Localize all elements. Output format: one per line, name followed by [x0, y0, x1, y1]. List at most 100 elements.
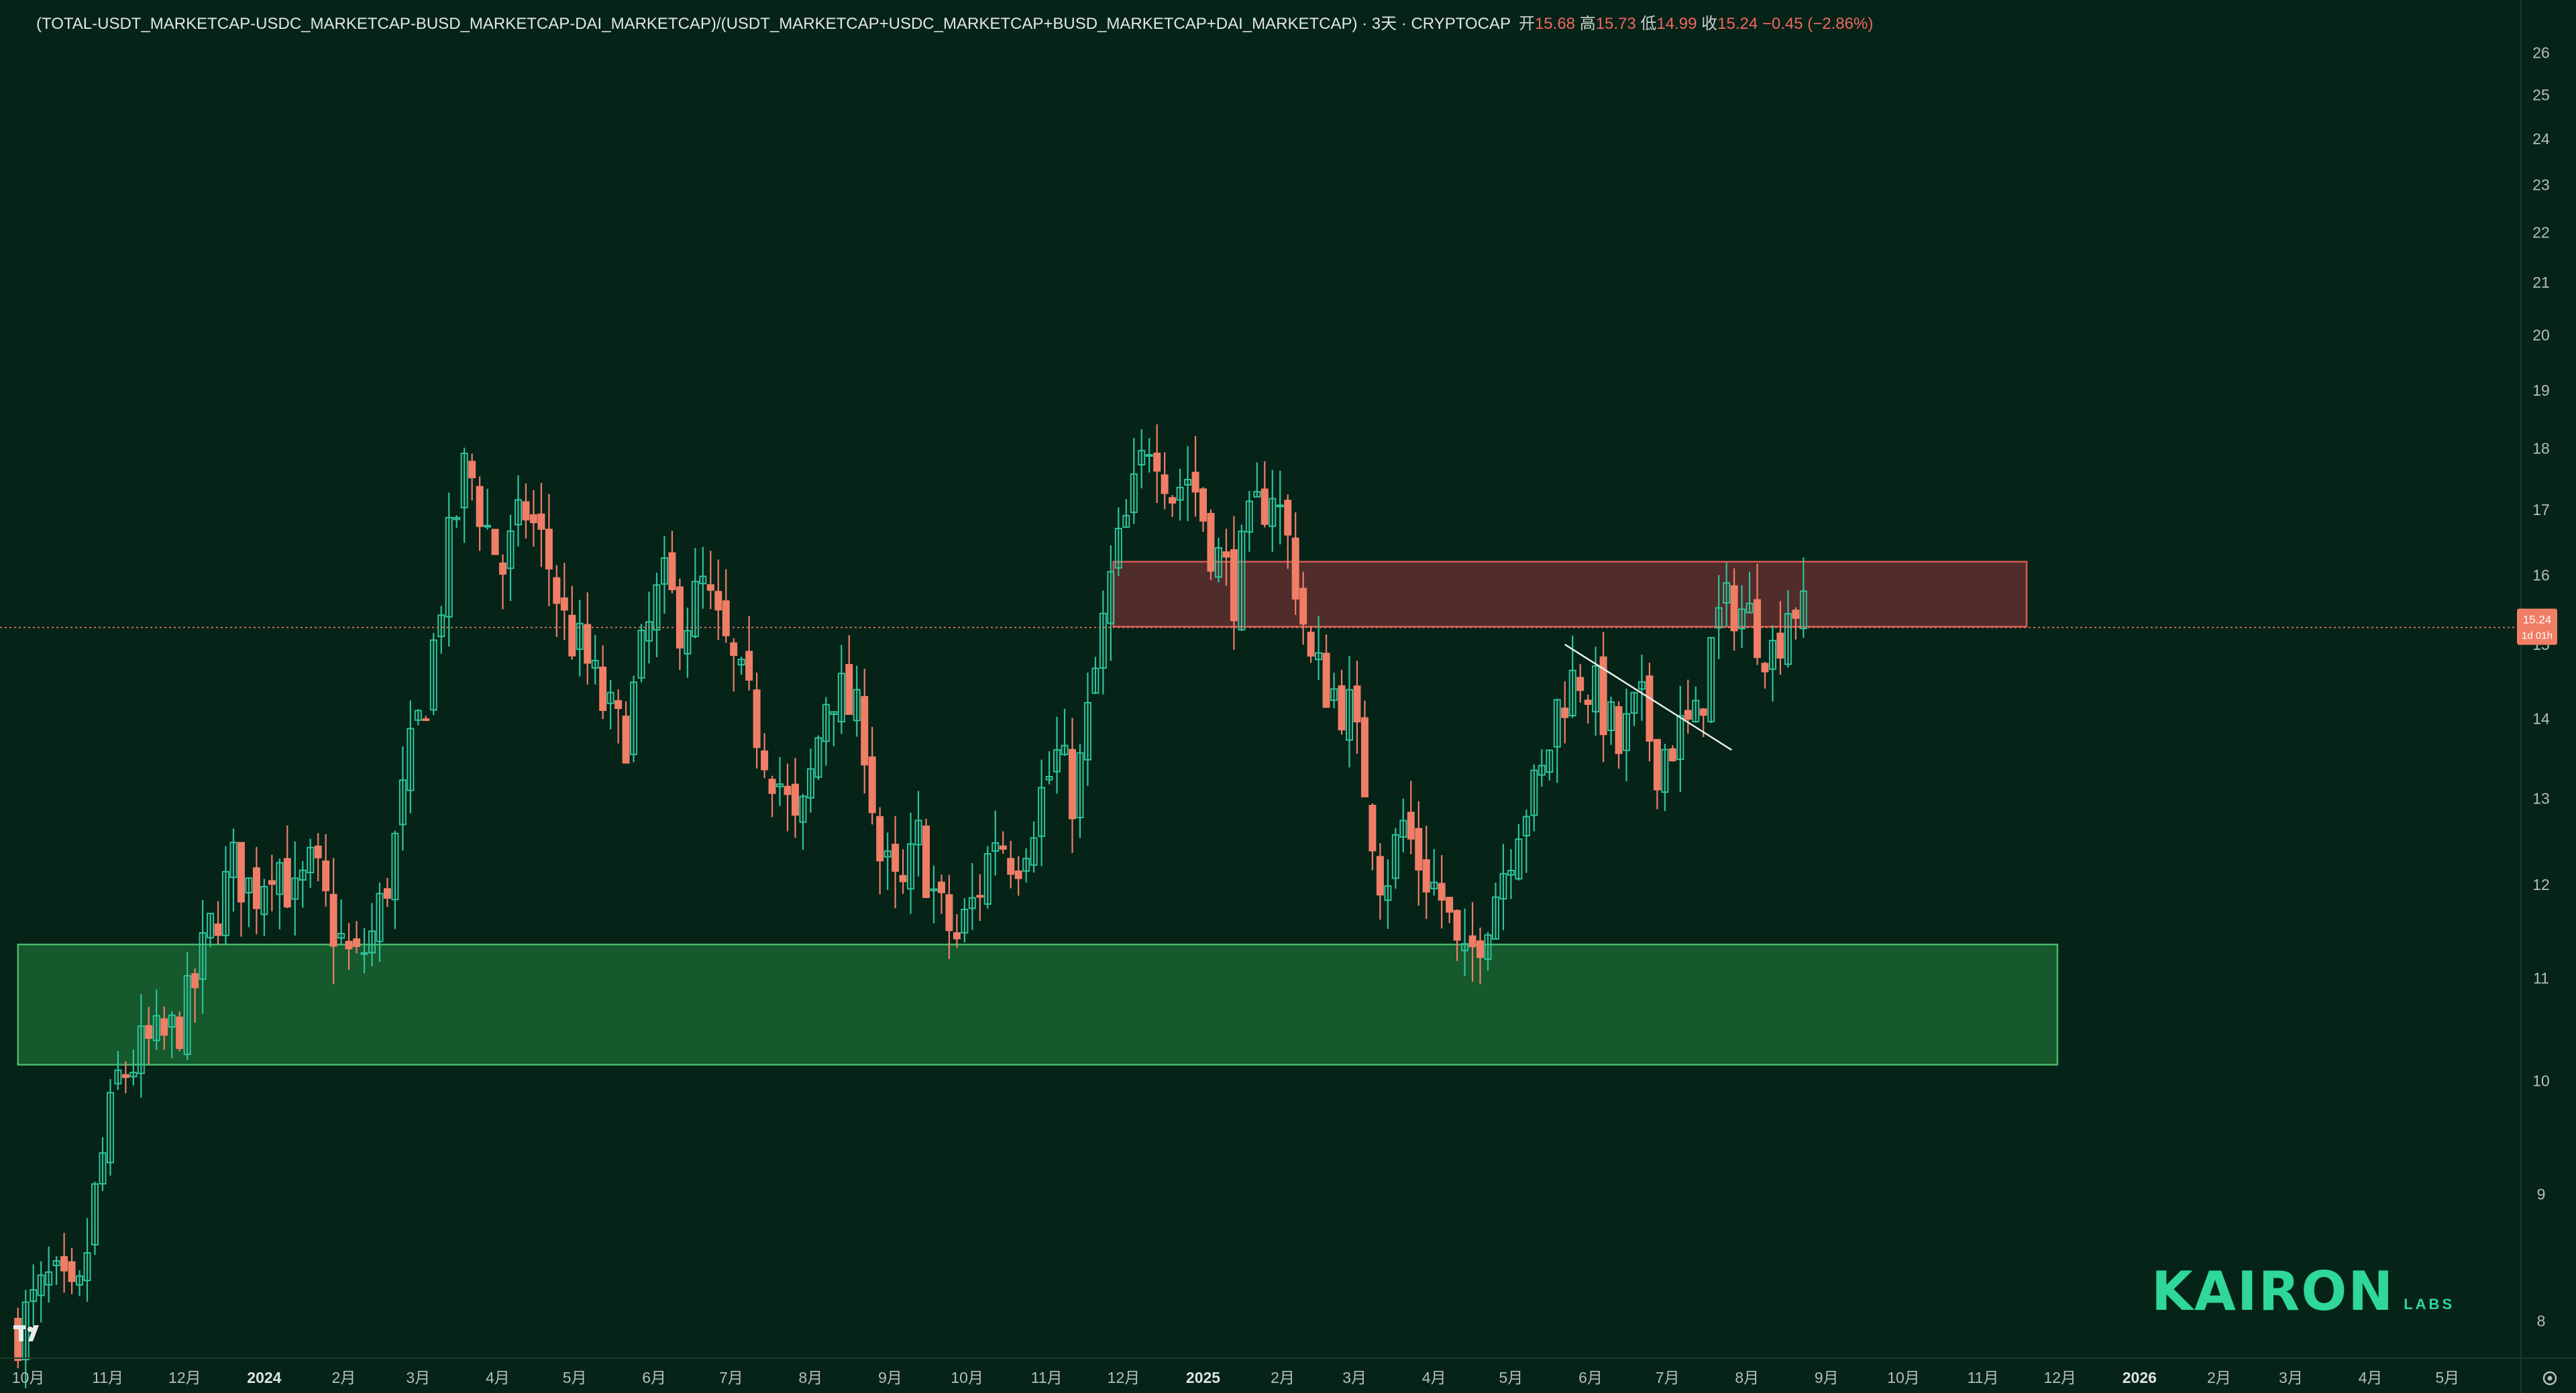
candle — [437, 606, 445, 654]
candle — [1330, 673, 1338, 709]
candle — [1130, 437, 1138, 524]
candle — [376, 882, 384, 962]
y-tick-label: 13 — [2532, 790, 2550, 807]
candle — [1315, 616, 1323, 680]
candle — [806, 748, 814, 813]
candle — [1169, 495, 1177, 517]
x-tick-label: 5月 — [563, 1369, 587, 1386]
candle — [706, 551, 714, 610]
candle — [1461, 908, 1469, 977]
candle — [822, 697, 830, 766]
candle — [599, 645, 607, 720]
candle — [30, 1264, 38, 1326]
open-label: 开 — [1518, 14, 1535, 33]
candle — [345, 923, 353, 970]
candle — [799, 793, 807, 850]
candle — [653, 572, 661, 657]
x-tick-label: 5月 — [2435, 1369, 2459, 1386]
symbol-title[interactable]: (TOTAL-USDT_MARKETCAP-USDC_MARKETCAP-BUS… — [36, 14, 1511, 33]
candle — [137, 994, 145, 1098]
candle — [68, 1247, 76, 1294]
candle — [1630, 691, 1638, 726]
candle — [1546, 749, 1554, 781]
y-tick-label: 23 — [2532, 176, 2550, 193]
y-tick-label: 8 — [2537, 1312, 2546, 1329]
support-zone[interactable] — [17, 944, 2059, 1066]
candle — [199, 900, 207, 1014]
trendline[interactable] — [1564, 643, 1732, 751]
candle — [1761, 662, 1769, 689]
candle — [991, 810, 1000, 876]
candle — [1291, 512, 1299, 615]
y-tick-label: 24 — [2532, 130, 2550, 148]
candle — [445, 492, 453, 647]
candle — [976, 874, 984, 922]
y-tick-label: 9 — [2537, 1185, 2546, 1203]
x-tick-label: 3月 — [1342, 1369, 1366, 1386]
last-price-value: 15.24 — [2523, 614, 2552, 626]
candle — [499, 554, 507, 610]
low-value: 14.99 — [1656, 14, 1697, 33]
candle — [145, 1007, 153, 1065]
candle — [730, 638, 738, 692]
price-axis[interactable]: 89101112131415161718192021222324252615.2… — [2517, 0, 2557, 1393]
candle — [699, 547, 707, 609]
candle — [814, 735, 822, 781]
candle — [1284, 494, 1292, 569]
candle — [1768, 625, 1776, 702]
candle — [1360, 700, 1368, 797]
tradingview-logo-icon[interactable] — [12, 1321, 52, 1344]
candle — [1515, 824, 1523, 881]
candle — [1222, 528, 1230, 586]
candle — [1430, 849, 1438, 896]
candle — [60, 1233, 68, 1293]
candle — [1592, 647, 1600, 736]
candle — [745, 616, 753, 691]
candle — [1638, 654, 1646, 721]
resistance-zone[interactable] — [1112, 561, 2028, 628]
candle — [907, 812, 915, 914]
candle — [468, 453, 476, 501]
y-tick-label: 14 — [2532, 710, 2550, 728]
candle — [1584, 694, 1592, 724]
candle — [45, 1246, 53, 1303]
candle — [1345, 656, 1353, 768]
candle — [476, 476, 484, 551]
y-tick-label: 16 — [2532, 566, 2550, 583]
candle — [853, 665, 861, 737]
candle — [837, 645, 845, 734]
candle — [668, 531, 676, 594]
candle — [1676, 685, 1684, 793]
candle — [1453, 909, 1461, 961]
candle — [368, 903, 376, 967]
gear-icon[interactable] — [2541, 1370, 2559, 1387]
x-tick-label: 6月 — [642, 1369, 666, 1386]
candle — [1299, 571, 1307, 645]
candle — [1245, 490, 1253, 552]
candle — [76, 1270, 84, 1296]
x-tick-label: 9月 — [1815, 1369, 1839, 1386]
candle — [845, 634, 853, 715]
x-tick-label: 2月 — [2207, 1369, 2231, 1386]
candle — [322, 834, 330, 907]
x-tick-label: 7月 — [719, 1369, 743, 1386]
logo-brand: KAIRON — [2151, 1260, 2395, 1323]
x-tick-label: 3月 — [2279, 1369, 2303, 1386]
candle — [1799, 557, 1807, 638]
x-tick-label: 10月 — [12, 1369, 45, 1386]
candle — [945, 875, 953, 959]
candle — [761, 733, 769, 779]
candle — [453, 515, 461, 528]
time-axis[interactable]: 10月 11月 12月 2024 2月 3月 4月 5月 6月 7月 8月 9月 10月 11月 12月 20… — [0, 1357, 2576, 1386]
candle — [1576, 663, 1585, 703]
candle — [622, 701, 630, 764]
candle — [383, 878, 391, 907]
candle — [329, 858, 337, 985]
candle — [1230, 516, 1238, 650]
candle — [1599, 632, 1607, 763]
candle — [1114, 507, 1122, 577]
change-value: −0.45 (−2.86%) — [1762, 14, 1874, 33]
x-tick-label: 2024 — [247, 1369, 281, 1386]
y-tick-label: 12 — [2532, 876, 2550, 893]
